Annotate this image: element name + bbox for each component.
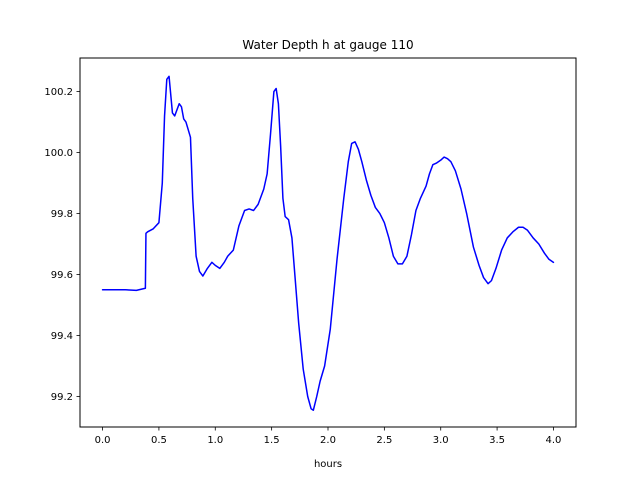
x-tick-label: 4.0 [546, 435, 562, 446]
x-tick-label: 2.5 [376, 435, 392, 446]
x-tick-label: 2.0 [320, 435, 336, 446]
chart-title: Water Depth h at gauge 110 [242, 38, 413, 52]
y-tick-label: 100.2 [44, 87, 73, 98]
x-tick-label: 3.5 [489, 435, 505, 446]
y-tick-label: 100.0 [44, 148, 73, 159]
x-tick-label: 1.5 [264, 435, 280, 446]
x-tick-label: 0.5 [151, 435, 167, 446]
y-tick-label: 99.8 [51, 209, 73, 220]
y-tick-label: 99.4 [51, 331, 73, 342]
y-tick-label: 99.2 [51, 392, 73, 403]
x-tick-label: 0.0 [95, 435, 111, 446]
y-tick-label: 99.6 [51, 270, 73, 281]
x-axis: 0.0 0.5 1.0 1.5 2.0 2.5 3.0 3.5 4.0 [95, 427, 562, 446]
series-line-0 [101, 75, 555, 411]
x-axis-label: hours [314, 459, 342, 470]
x-tick-label: 3.0 [433, 435, 449, 446]
y-axis: 99.2 99.4 99.6 99.8 100.0 100.2 [44, 87, 80, 403]
plot-area [101, 75, 555, 411]
x-tick-label: 1.0 [207, 435, 223, 446]
